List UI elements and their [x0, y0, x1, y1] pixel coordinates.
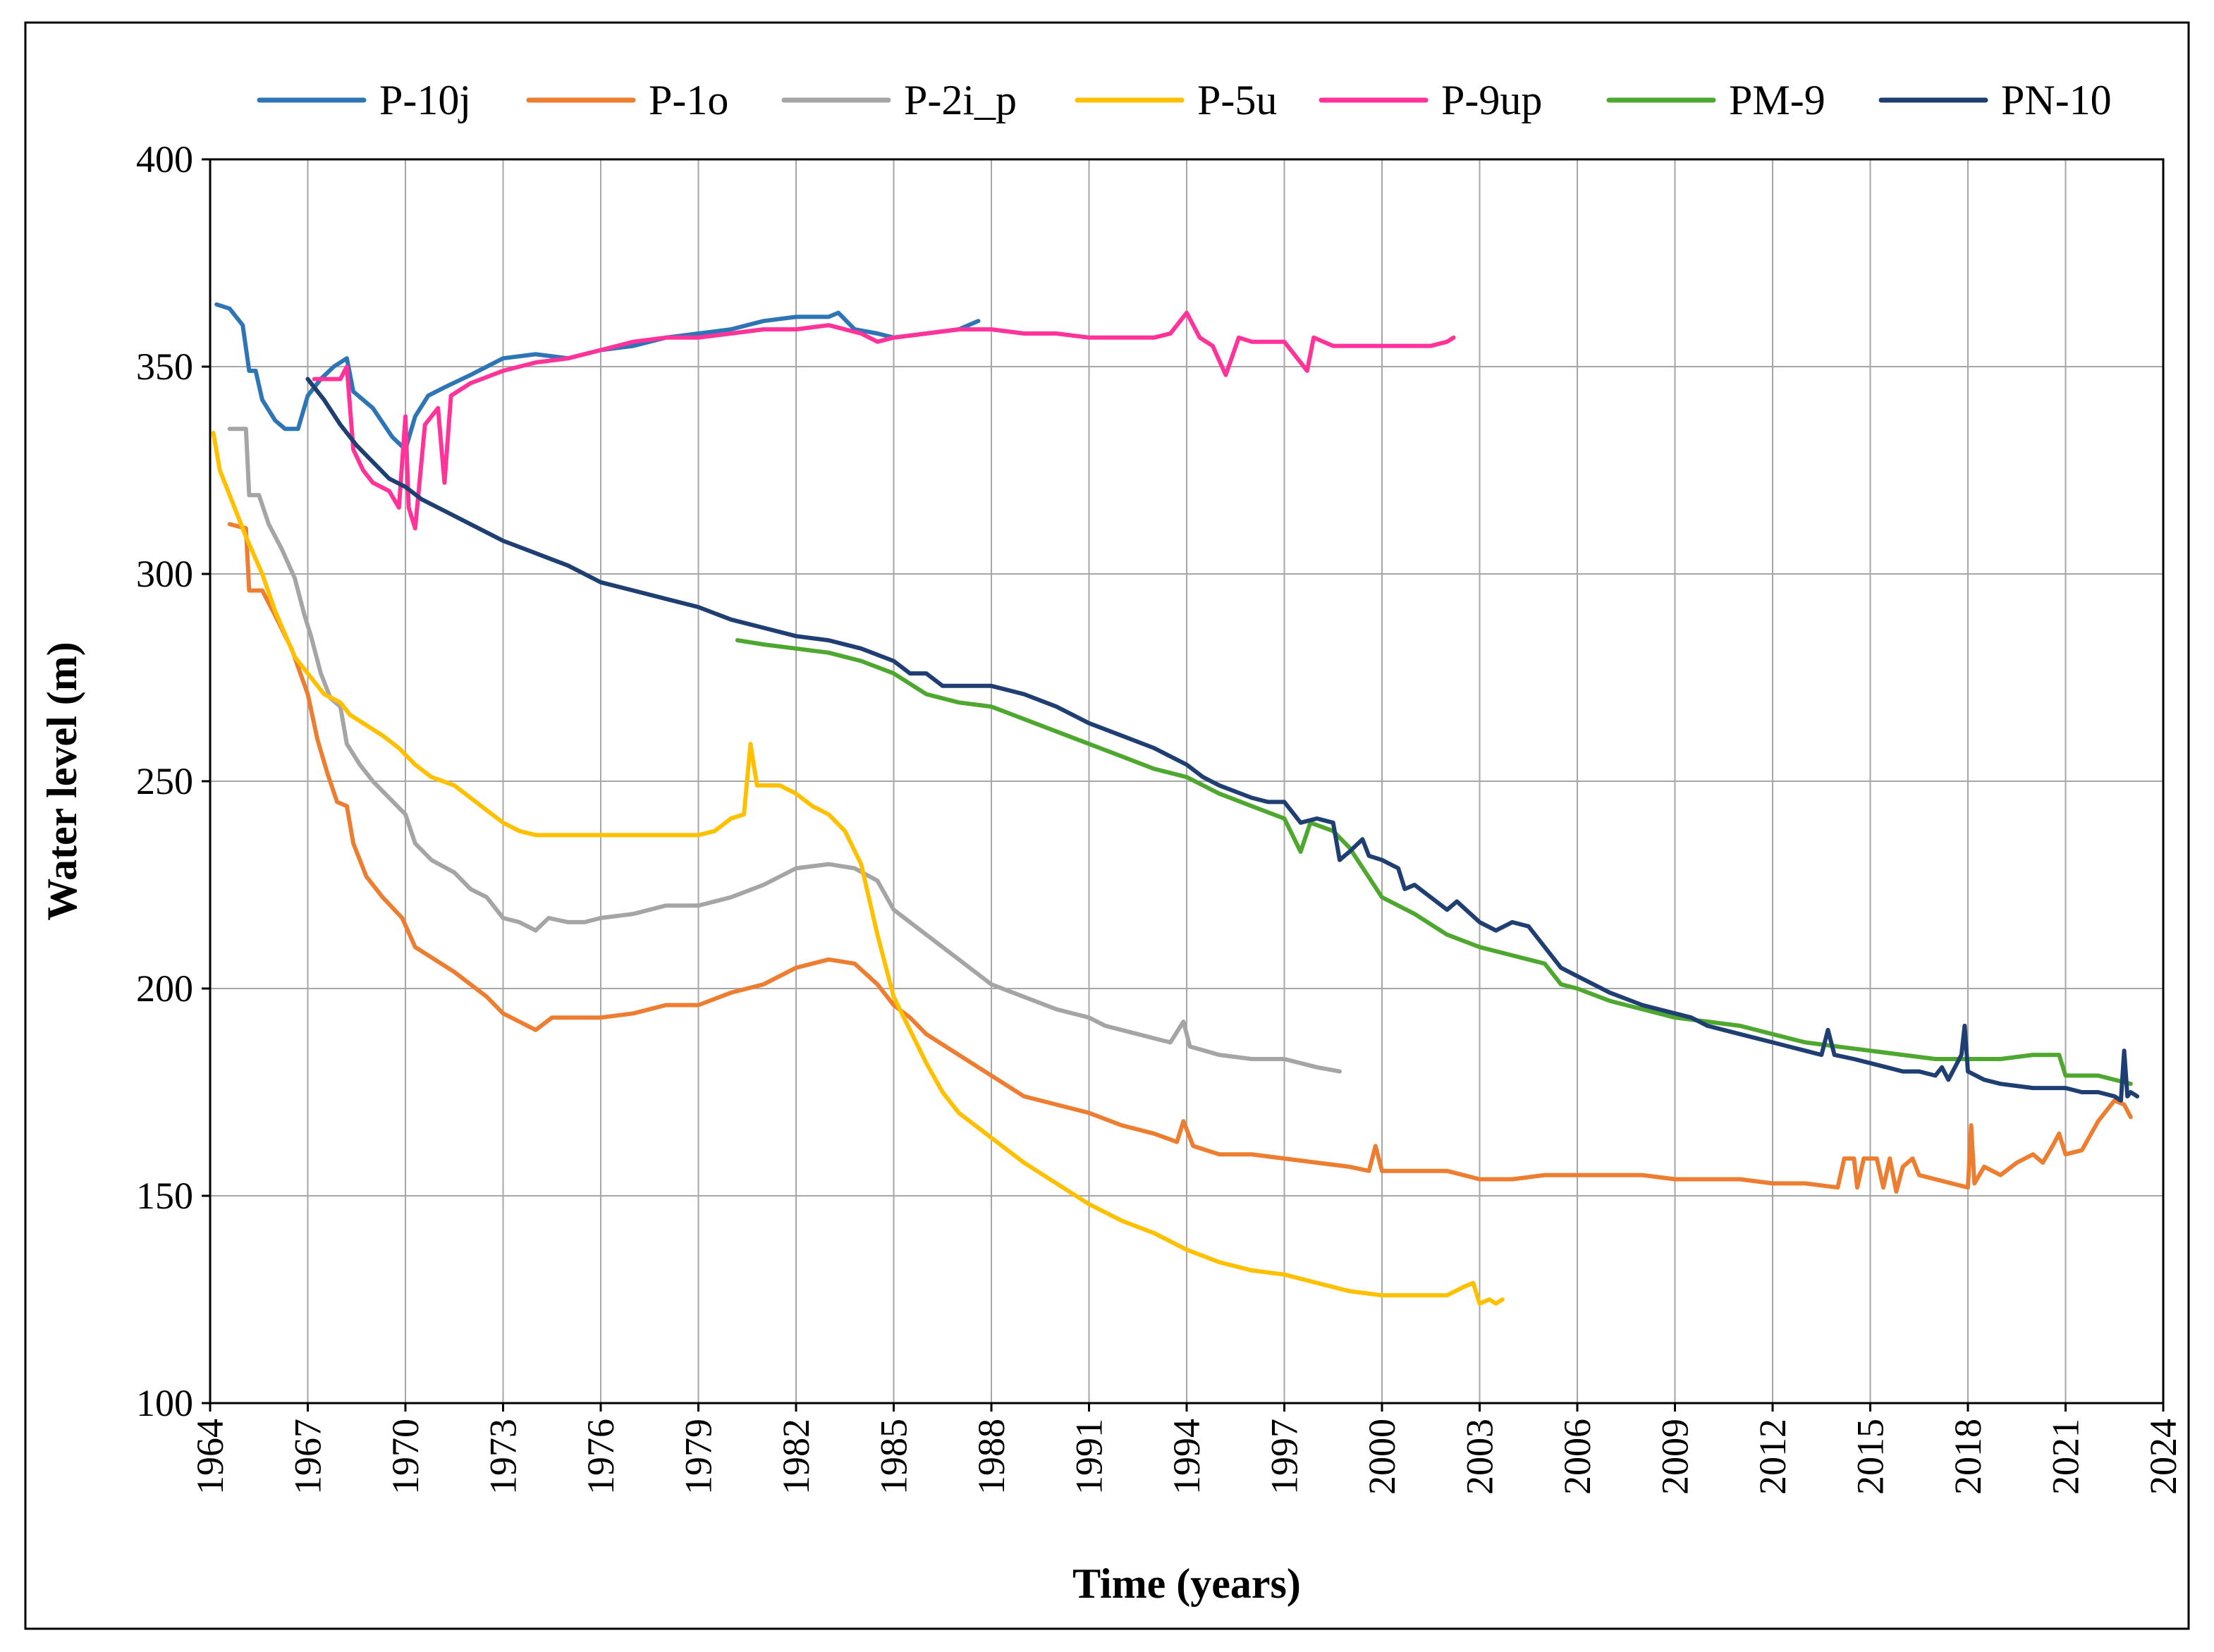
y-tick-label: 100: [136, 1382, 193, 1424]
series-line-p-10j: [214, 302, 981, 452]
x-tick-label: 1967: [287, 1419, 329, 1495]
x-tick-label: 1985: [873, 1419, 915, 1495]
x-tick-label: 2012: [1751, 1419, 1794, 1495]
y-tick-label: 150: [136, 1175, 193, 1217]
y-tick-label: 250: [136, 760, 193, 802]
x-tick-label: 1994: [1166, 1419, 1208, 1495]
legend-label-p-10j: P-10j: [379, 77, 471, 123]
legend: P-10j P-1o P-2i_p P-5u P-9up PM-9 PN-10: [257, 77, 2112, 123]
x-axis-ticks: 1964 1967 1970 1973 1976 1979 1982 1985 1988 1991…: [189, 1403, 2184, 1495]
y-axis-title: Water level (m): [39, 642, 85, 920]
y-axis-ticks: 100 150 200 250 300 350 400: [136, 138, 210, 1424]
x-tick-label: 1970: [384, 1419, 427, 1495]
legend-label-pn-10: PN-10: [2001, 77, 2112, 123]
chart-frame: [24, 21, 2190, 1630]
grid-lines: [209, 159, 2164, 1404]
series-line-pm-9: [735, 638, 2133, 1087]
x-tick-label: 1997: [1264, 1419, 1306, 1495]
x-tick-label: 2021: [2045, 1419, 2087, 1495]
series-line-p-9up: [312, 310, 1456, 531]
x-tick-label: 1988: [970, 1419, 1013, 1495]
y-tick-label: 400: [136, 138, 193, 181]
x-tick-label: 1979: [678, 1419, 720, 1495]
series-line-p-5u: [211, 431, 1505, 1306]
legend-label-p-5u: P-5u: [1197, 77, 1277, 123]
series-line-pn-10: [305, 377, 2140, 1103]
y-tick-label: 300: [136, 553, 193, 595]
y-tick-label: 200: [136, 967, 193, 1010]
x-tick-label: 2003: [1459, 1419, 1501, 1495]
series-line-p-1o: [227, 522, 2133, 1194]
series-lines: [211, 302, 2140, 1306]
series-line-p-2i-p: [227, 427, 1342, 1074]
x-tick-label: 2024: [2142, 1419, 2184, 1495]
x-tick-label: 1973: [482, 1419, 525, 1495]
legend-label-p-9up: P-9up: [1441, 77, 1542, 123]
x-tick-label: 1976: [580, 1419, 622, 1495]
x-tick-label: 1982: [775, 1419, 817, 1495]
x-tick-label: 2018: [1947, 1419, 1989, 1495]
x-tick-label: 2000: [1361, 1419, 1403, 1495]
x-tick-label: 1991: [1068, 1419, 1111, 1495]
legend-label-pm-9: PM-9: [1729, 77, 1825, 123]
legend-label-p-1o: P-1o: [649, 77, 728, 123]
x-tick-label: 2009: [1654, 1419, 1696, 1495]
x-tick-label: 2015: [1849, 1419, 1892, 1495]
y-tick-label: 350: [136, 345, 193, 388]
x-tick-label: 2006: [1556, 1419, 1598, 1495]
legend-label-p-2i-p: P-2i_p: [904, 77, 1017, 123]
x-tick-label: 1964: [189, 1419, 231, 1495]
x-axis-title: Time (years): [1072, 1560, 1301, 1607]
